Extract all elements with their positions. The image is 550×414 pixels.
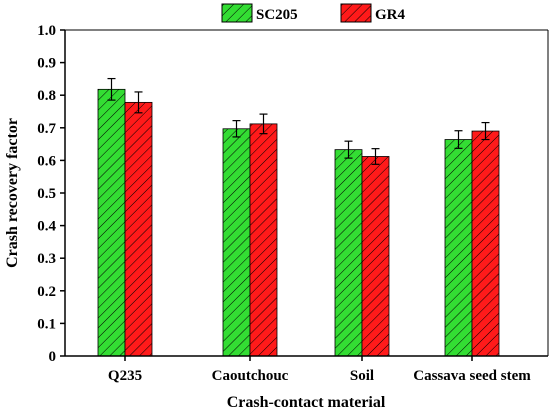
error-bar-gr4-3 (481, 121, 490, 141)
error-bars-group (107, 77, 490, 165)
legend: SC205 GR4 (221, 3, 406, 23)
x-axis-title: Crash-contact material (227, 394, 386, 411)
x-axis-labels: Q235 Caoutchouc Soil Cassava seed stem (108, 356, 531, 384)
y-axis-ticks: 0 0.1 0.2 0.3 0.4 0.5 0.6 0.7 0.8 0.9 1.0 (37, 23, 65, 365)
error-bar-gr4-2 (371, 148, 380, 165)
bar-gr4-1 (249, 123, 278, 357)
y-tick-label-2: 0.2 (37, 284, 56, 300)
x-tick-label-1: Caoutchouc (212, 368, 289, 384)
y-tick-label-7: 0.7 (37, 121, 56, 137)
x-tick-label-3: Cassava seed stem (413, 368, 531, 384)
bar-sc205-1 (222, 128, 251, 357)
bar-sc205-3 (444, 139, 473, 357)
y-tick-label-4: 0.4 (37, 219, 56, 235)
bar-sc205-2 (334, 149, 363, 357)
error-bar-gr4-1 (259, 113, 268, 135)
legend-swatch-sc205 (221, 3, 253, 23)
legend-label-sc205: SC205 (256, 7, 298, 23)
bar-gr4-0 (124, 101, 153, 357)
y-tick-label-9: 0.9 (37, 56, 56, 72)
error-bar-gr4-0 (134, 91, 143, 114)
y-tick-label-3: 0.3 (37, 251, 56, 267)
error-bar-sc205-3 (454, 130, 463, 149)
bars-group (97, 88, 500, 357)
x-tick-label-0: Q235 (108, 368, 142, 384)
y-tick-label-10: 1.0 (37, 23, 56, 39)
y-tick-label-5: 0.5 (37, 186, 56, 202)
error-bar-sc205-0 (107, 77, 116, 101)
bar-gr4-3 (471, 130, 500, 357)
y-axis-title: Crash recovery factor (4, 118, 21, 268)
bar-sc205-0 (97, 88, 126, 357)
legend-swatch-gr4 (340, 3, 372, 23)
y-tick-label-0: 0 (49, 349, 57, 365)
y-tick-label-1: 0.1 (37, 316, 56, 332)
x-tick-label-2: Soil (350, 368, 374, 384)
y-tick-label-8: 0.8 (37, 88, 56, 104)
y-tick-label-6: 0.6 (37, 153, 56, 169)
error-bar-sc205-2 (344, 140, 353, 159)
error-bar-sc205-1 (232, 120, 241, 138)
bar-gr4-2 (361, 156, 390, 357)
legend-label-gr4: GR4 (375, 7, 406, 23)
